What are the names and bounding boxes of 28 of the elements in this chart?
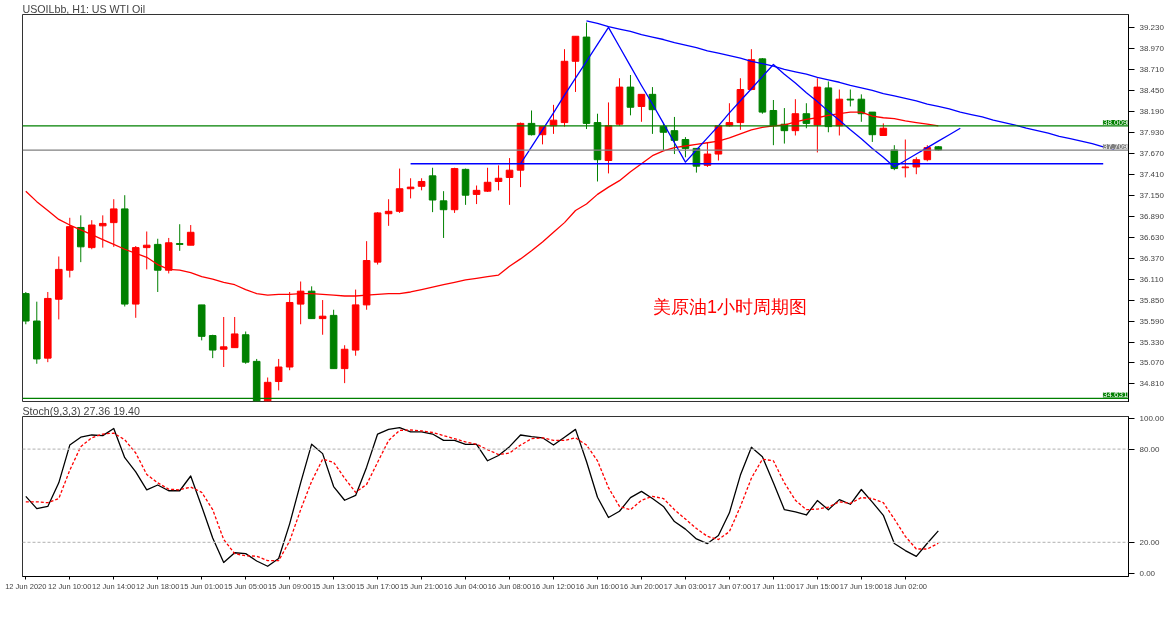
ref-line-label: 38.009 [1102,117,1128,127]
ref-line-label: 37.709 [1102,142,1128,152]
y-tick-label: 35.590 [1139,316,1165,326]
y-tick-label: 36.110 [1139,274,1164,284]
y-tick-label: 37.410 [1139,169,1165,179]
y-tick-label: 36.630 [1139,232,1165,242]
y-tick-label: 80.00 [1139,444,1161,454]
y-tick-label: 38.190 [1139,106,1165,116]
y-tick-label: 100.00 [1139,413,1165,423]
chart-title: Stoch(9,3,3) 27.36 19.40 [22,404,140,417]
y-tick-label: 36.890 [1139,211,1165,221]
ref-line-label: 34.631 [1102,390,1128,400]
y-tick-label: 38.450 [1139,85,1165,95]
y-tick-label: 0.00 [1139,568,1156,578]
y-tick-label: 38.970 [1139,43,1165,53]
y-tick-label: 36.370 [1139,253,1165,263]
y-tick-label: 35.330 [1139,337,1165,347]
chart-title: USOILbb, H1: US WTI Oil [22,2,146,15]
y-tick-label: 37.670 [1139,148,1165,158]
y-tick-label: 35.070 [1139,358,1165,368]
y-tick-label: 20.00 [1139,537,1161,547]
y-tick-label: 34.810 [1139,379,1165,389]
y-tick-label: 35.850 [1139,295,1165,305]
y-tick-label: 39.230 [1139,22,1165,32]
y-tick-label: 37.150 [1139,190,1165,200]
annotation: 美原油1小时周期图 [652,297,807,318]
y-tick-label: 38.710 [1139,64,1165,74]
y-tick-label: 37.930 [1139,127,1165,137]
